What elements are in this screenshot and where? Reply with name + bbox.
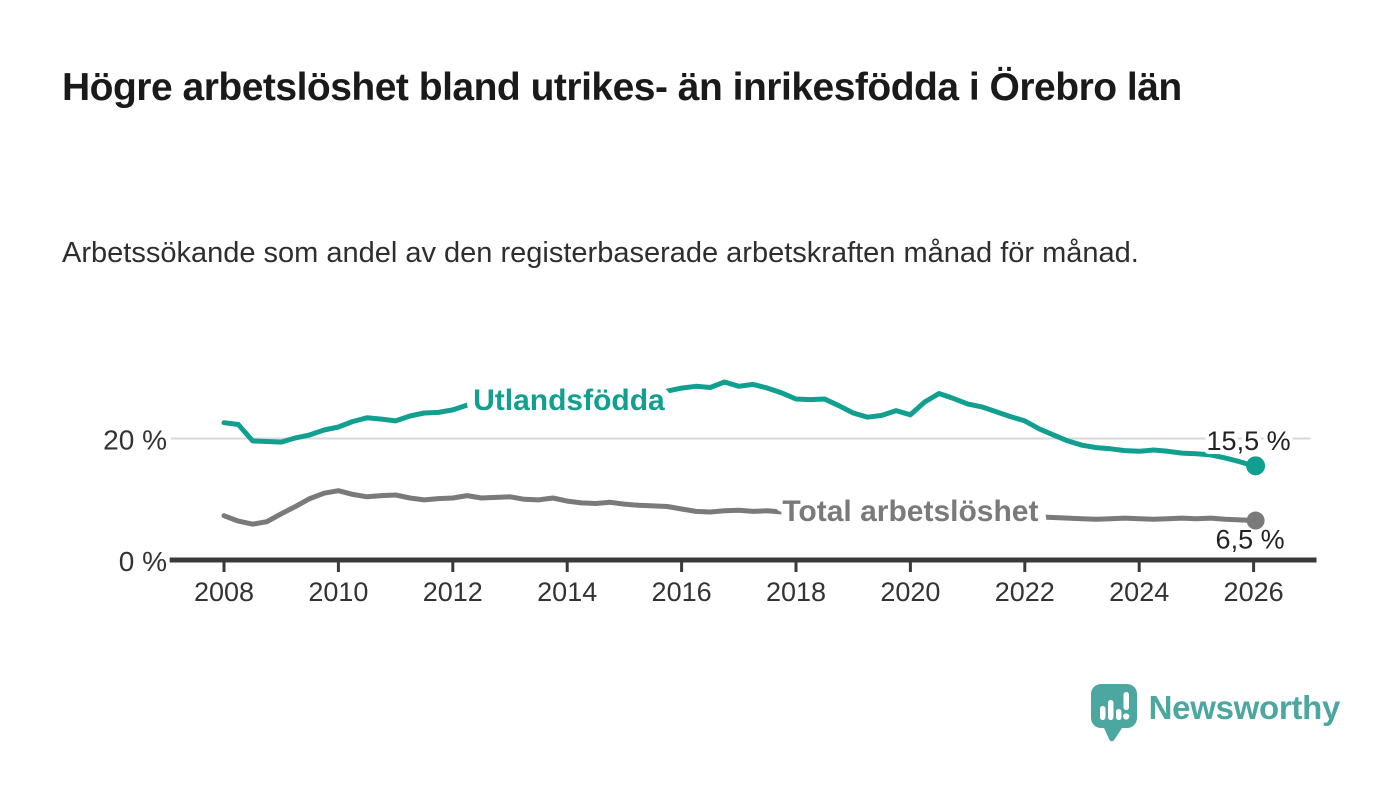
logo-bar: [1099, 706, 1106, 720]
logo-exclamation-bar: [1123, 692, 1129, 710]
x-axis-tick-label: 2018: [766, 577, 826, 607]
logo-bar: [1115, 709, 1122, 720]
x-axis-tick-label: 2008: [194, 577, 254, 607]
logo-bubble: [1090, 684, 1137, 742]
series-end-label-utlandsfodda: 15,5 %: [1207, 426, 1291, 456]
y-axis-tick-label: 20 %: [103, 425, 167, 456]
series-end-dot-total-arbetsloshet: [1246, 511, 1265, 530]
speech-bubble-bar-chart-icon: [1090, 684, 1137, 742]
series-end-dot-utlandsfodda: [1246, 456, 1266, 476]
series-end-label-total-arbetsloshet: 6,5 %: [1216, 525, 1285, 555]
x-axis-tick-label: 2022: [995, 577, 1055, 607]
newsworthy-branding: Newsworthy: [1088, 682, 1340, 748]
x-axis-tick-label: 2020: [880, 577, 940, 607]
series-label-total-arbetsloshet: Total arbetslöshet: [782, 495, 1038, 528]
series-line-total-arbetsloshet: [221, 488, 1257, 527]
chart-subtitle: Arbetssökande som andel av den registerb…: [62, 237, 1139, 269]
x-axis-tick-label: 2024: [1109, 577, 1169, 607]
y-axis-tick-label: 0 %: [119, 546, 167, 577]
series-label-utlandsfodda: Utlandsfödda: [473, 384, 665, 417]
logo-bar: [1107, 700, 1114, 720]
brand-name: Newsworthy: [1148, 689, 1341, 726]
series-line-utlandsfodda: [221, 379, 1257, 469]
x-axis-tick-label: 2010: [308, 577, 368, 607]
x-axis-tick-label: 2026: [1224, 577, 1284, 607]
x-axis-tick-label: 2014: [537, 577, 597, 607]
chart-title: Högre arbetslöshet bland utrikes- än inr…: [62, 66, 1182, 109]
x-axis-tick-label: 2016: [652, 577, 712, 607]
logo-exclamation-dot: [1122, 713, 1129, 720]
x-axis-tick-label: 2012: [423, 577, 483, 607]
